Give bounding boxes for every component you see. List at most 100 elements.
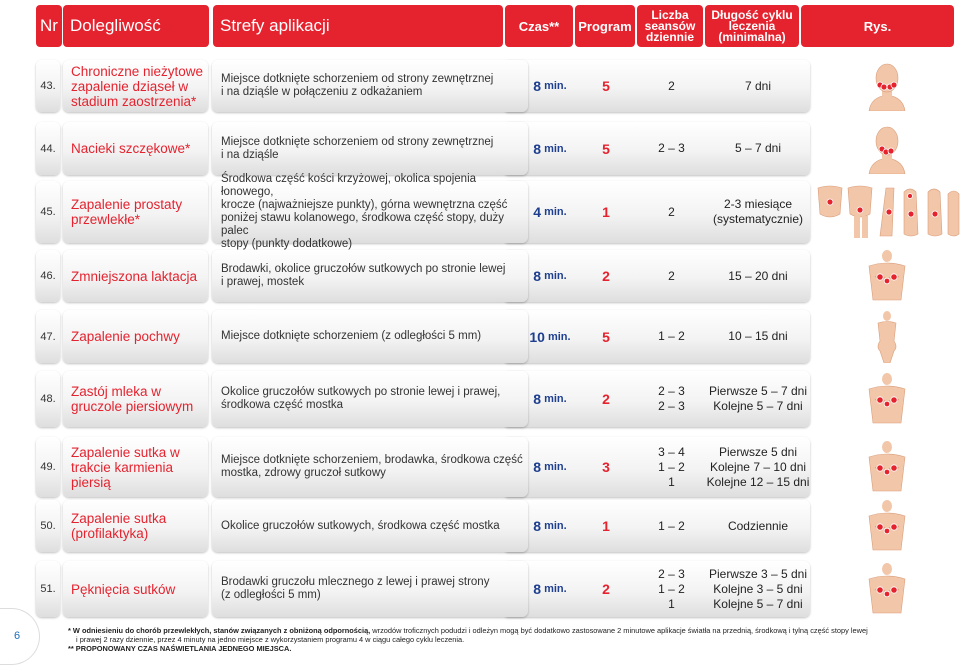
female-chest-icon <box>814 371 960 427</box>
cycle-value: Codziennie <box>706 500 810 552</box>
time-unit: min. <box>547 330 571 343</box>
row-values-panel <box>503 371 810 427</box>
application-area-lines: Środkowa część kości krzyżowej, okolica … <box>221 173 524 251</box>
cycle-value-line: Kolejne 5 – 7 dni <box>713 399 803 413</box>
condition-name: Zastój mleka w gruczole piersiowym <box>63 371 208 427</box>
row-number: 47. <box>36 310 60 363</box>
cycle-value-lines: 2-3 miesiące (systematycznie) <box>713 197 803 227</box>
application-area-line: stopy (punkty dodatkowe) <box>221 238 353 250</box>
application-area: Miejsce dotknięte schorzeniem (z odległo… <box>212 310 528 363</box>
application-area: Miejsce dotknięte schorzeniem, brodawka,… <box>212 437 528 497</box>
condition-name-line: Zapalenie prostaty <box>71 197 183 212</box>
program-value: 2 <box>602 391 610 407</box>
time-number: 8 <box>533 78 542 94</box>
condition-name-line: trakcie karmienia <box>71 459 174 475</box>
time-number: 8 <box>533 268 542 284</box>
program-value: 2 <box>602 268 610 284</box>
time-unit: min. <box>544 142 567 155</box>
application-area-line: poniżej stawu kolanowego, środkowa część… <box>221 212 504 237</box>
condition-name: Zmniejszona laktacja <box>63 250 208 302</box>
row-number: 49. <box>36 437 60 497</box>
cycle-value-line: 2-3 miesiące <box>723 197 793 211</box>
sessions-value-line: 2 – 3 <box>658 399 685 413</box>
header-sessions-line: seansów <box>644 18 696 33</box>
sessions-value-line: 1 – 2 <box>658 518 685 533</box>
cycle-value: 7 dni <box>706 60 810 112</box>
condition-name-lines: Zapalenie prostaty przewlekłe* <box>71 197 182 227</box>
sessions-value-lines: 2 <box>668 269 675 284</box>
program-value: 1 <box>602 204 610 220</box>
footnote-line2: i prawej 2 razy dziennie, przez 4 minuty… <box>76 635 465 644</box>
row-values-panel <box>503 122 810 175</box>
application-area: Okolice gruczołów sutkowych po stronie l… <box>212 371 528 427</box>
page-number: 6 <box>14 630 21 642</box>
header-cycle-line: (minimalna) <box>718 29 786 44</box>
time-value: 8 min. <box>503 437 597 497</box>
cycle-value-line: 10 – 15 dni <box>728 329 788 343</box>
application-area-line: Brodawki gruczołu mlecznego z lewej i pr… <box>221 576 490 588</box>
time-unit: min. <box>544 206 567 218</box>
row-number: 45. <box>36 181 60 243</box>
time-value: 8 min. <box>503 122 597 175</box>
application-area-line: krocze (najważniejsze punkty), górna wew… <box>221 199 508 211</box>
time-value: 8 min. <box>503 561 597 617</box>
cycle-value: 5 – 7 dni <box>706 122 810 175</box>
application-area-line: Brodawki, okolice gruczołów sutkowych po… <box>221 263 506 275</box>
condition-name-lines: Zapalenie sutka w trakcie karmienia piersi… <box>71 445 180 490</box>
header-zones: Strefy aplikacji <box>213 5 503 47</box>
condition-name-lines: Zastój mleka w gruczole piersiowym <box>71 384 193 414</box>
sessions-value-lines: 2 <box>668 205 675 220</box>
table-row: 45. Środkowa część kości krzyżowej, okoli… <box>36 173 960 250</box>
row-values-panel <box>503 250 810 302</box>
cycle-value-line: Pierwsze 3 – 5 dni <box>708 566 808 581</box>
condition-name-lines: Zapalenie sutka (profilaktyka) <box>71 511 166 541</box>
application-area-lines: Miejsce dotknięte schorzeniem od strony … <box>221 73 493 99</box>
program-value: 5 <box>602 140 610 157</box>
sessions-value-line: 2 – 3 <box>658 566 685 581</box>
application-area-lines: Brodawki gruczołu mlecznego z lewej i pr… <box>221 576 489 602</box>
application-area-line: i prawej, mostek <box>221 276 305 288</box>
header-condition: Dolegliwość <box>63 5 209 47</box>
header-sessions: Liczba seansów dziennie <box>637 5 703 47</box>
cycle-value-line: (systematycznie) <box>712 212 804 226</box>
application-area: Środkowa część kości krzyżowej, okolica … <box>212 173 528 250</box>
condition-name: Zapalenie sutka (profilaktyka) <box>63 500 208 552</box>
time-unit: min. <box>544 393 567 405</box>
sessions-value-lines: 1 – 2 <box>658 519 685 534</box>
table-row: 51. Brodawki gruczołu mlecznego z lewej i… <box>36 561 960 617</box>
cycle-value: 15 – 20 dni <box>706 250 810 302</box>
sessions-value-lines: 2 <box>668 79 675 94</box>
condition-name-line: Zapalenie sutka w <box>71 444 180 460</box>
cycle-value-line: 15 – 20 dni <box>728 268 788 283</box>
row-number: 51. <box>36 561 60 617</box>
application-area-lines: Okolice gruczołów sutkowych, środkowa cz… <box>221 520 500 533</box>
header-figure: Rys. <box>801 5 954 47</box>
application-area-line: Okolice gruczołów sutkowych po stronie l… <box>221 386 501 398</box>
cycle-value-line: Pierwsze 5 – 7 dni <box>708 384 808 398</box>
time-unit: min. <box>544 80 567 92</box>
table-row: 48. Okolice gruczołów sutkowych po stroni… <box>36 371 960 427</box>
cycle-value: Pierwsze 5 dni Kolejne 7 – 10 dni Kolejne … <box>706 437 810 497</box>
row-number: 46. <box>36 250 60 302</box>
cycle-value-lines: Pierwsze 3 – 5 dni Kolejne 3 – 5 dni Kolej… <box>709 567 807 612</box>
time-number: 10 <box>529 328 545 345</box>
application-area-lines: Okolice gruczołów sutkowych po stronie l… <box>221 386 500 412</box>
condition-name-lines: Zmniejszona laktacja <box>71 269 197 284</box>
female-chest-icon <box>814 561 960 617</box>
time-unit: min. <box>544 583 567 595</box>
program-value: 5 <box>602 328 610 345</box>
time-unit: min. <box>544 461 567 473</box>
condition-name-line: (profilaktyka) <box>71 526 149 541</box>
row-values-panel <box>503 500 810 552</box>
header-sessions-line: dziennie <box>645 29 694 44</box>
footnote-line3: ** PROPONOWANY CZAS NAŚWIETLANIA JEDNEGO… <box>68 644 292 653</box>
footnote-rest: wrzodów troficznych podudzi i odleżyn mo… <box>370 626 868 635</box>
time-value: 4 min. <box>503 181 597 243</box>
table-row: 44. Miejsce dotknięte schorzeniem od stro… <box>36 122 960 175</box>
cycle-value-line: 5 – 7 dni <box>734 141 782 155</box>
